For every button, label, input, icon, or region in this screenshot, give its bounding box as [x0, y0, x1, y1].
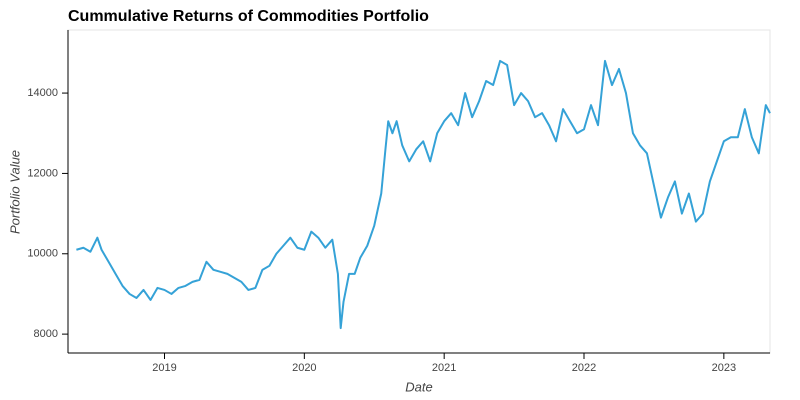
x-tick-label: 2020	[292, 362, 316, 374]
y-tick-label: 8000	[34, 328, 58, 340]
y-tick-label: 14000	[27, 87, 58, 99]
y-tick-label: 12000	[27, 167, 58, 179]
x-tick-label: 2023	[712, 362, 736, 374]
x-tick-label: 2022	[572, 362, 596, 374]
x-tick-label: 2019	[152, 362, 176, 374]
series-line	[76, 59, 771, 330]
y-axis-label: Portfolio Value	[7, 150, 22, 234]
x-tick-label: 2021	[432, 362, 456, 374]
chart-title: Cummulative Returns of Commodities Portf…	[68, 8, 429, 25]
x-axis-label: Date	[405, 379, 432, 394]
plot-frame	[67, 29, 771, 354]
y-tick-label: 10000	[27, 248, 58, 260]
